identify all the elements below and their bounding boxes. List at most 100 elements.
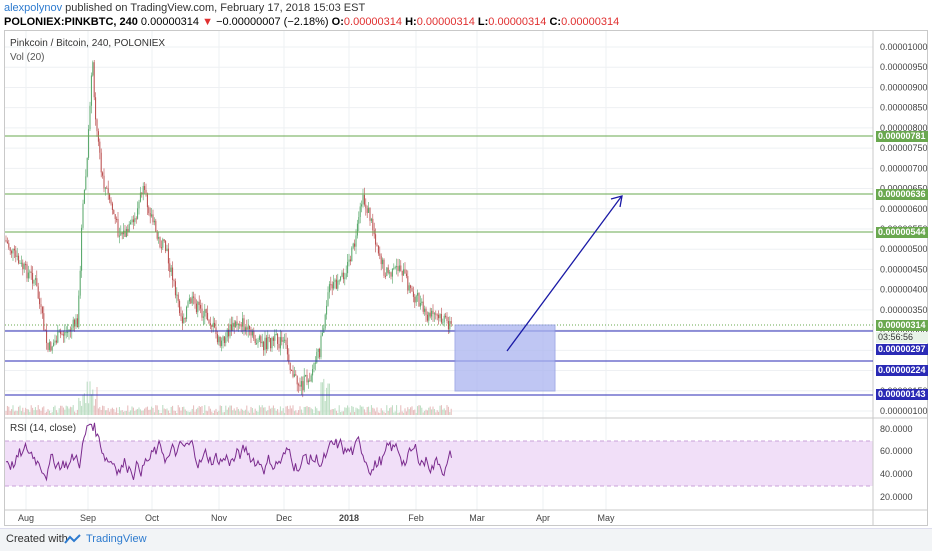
volume-bar — [285, 406, 287, 415]
volume-bar — [370, 405, 372, 415]
candle-body — [237, 324, 239, 326]
volume-bar — [51, 412, 53, 415]
volume-bar — [376, 407, 378, 415]
volume-bar — [155, 405, 157, 415]
volume-bar — [99, 407, 101, 415]
candle-body — [190, 298, 192, 304]
volume-bar — [169, 412, 171, 415]
volume-bar — [296, 412, 298, 415]
candle-body — [118, 235, 120, 237]
volume-bar — [323, 378, 325, 415]
volume-bar — [125, 410, 127, 415]
volume-bar — [264, 407, 266, 415]
candle-body — [79, 270, 81, 296]
candle-body — [16, 255, 18, 257]
volume-bar — [271, 407, 273, 415]
volume-bar — [449, 412, 451, 415]
high-label: H: — [405, 16, 417, 28]
volume-bar — [403, 412, 405, 415]
volume-bar — [207, 411, 209, 415]
candle-body — [131, 219, 133, 223]
candle-body — [160, 247, 162, 249]
time-tick-label: Feb — [408, 513, 424, 523]
candle-body — [170, 267, 172, 272]
candle-body — [264, 337, 266, 351]
volume-bar — [414, 409, 416, 415]
candle-body — [426, 314, 428, 321]
tradingview-link[interactable]: TradingView — [86, 533, 147, 545]
buy-zone-box[interactable] — [454, 324, 556, 392]
candle-body — [152, 214, 154, 223]
volume-bar — [22, 407, 24, 415]
price-tick-label: 0.00000700 — [880, 163, 928, 173]
volume-bar — [25, 407, 27, 415]
candle-body — [235, 321, 237, 327]
author-link[interactable]: alexpolynov — [4, 2, 63, 14]
volume-bar — [435, 412, 437, 415]
price-tick-label: 0.00000600 — [880, 204, 928, 214]
candle-body — [165, 240, 167, 252]
volume-bar — [358, 409, 360, 415]
candle-body — [419, 303, 421, 307]
time-axis[interactable]: Aug Sep Oct Nov Dec 2018 Feb Mar Apr May — [18, 513, 615, 523]
price-tick-label: 0.00000800 — [880, 123, 928, 133]
volume-bar — [167, 410, 169, 415]
candle-body — [379, 253, 381, 256]
volume-bar — [195, 409, 197, 415]
volume-bar — [128, 411, 130, 415]
volume-bar — [191, 408, 193, 415]
candle-body — [410, 285, 412, 288]
candle-body — [135, 218, 137, 220]
volume-bar — [162, 405, 164, 415]
volume-bar — [173, 410, 175, 415]
candle-body — [75, 318, 77, 327]
candle-body — [194, 297, 196, 304]
volume-bar — [120, 410, 122, 415]
volume-bar — [268, 405, 270, 415]
volume-bar — [100, 409, 102, 415]
low-label: L: — [477, 16, 489, 28]
candle-body — [146, 193, 148, 208]
volume-bar — [68, 408, 70, 415]
candle-body — [23, 264, 25, 270]
candle-body — [387, 267, 389, 273]
candle-body — [368, 207, 370, 213]
candle-body — [33, 279, 35, 284]
volume-bar — [239, 411, 241, 415]
volume-bar — [198, 406, 200, 415]
volume-bar — [424, 410, 426, 415]
time-tick-label: Dec — [276, 513, 293, 523]
volume-bar — [316, 408, 318, 415]
volume-bar — [187, 411, 189, 415]
candle-body — [296, 375, 298, 385]
volume-bar — [183, 406, 185, 415]
time-tick-label: 2018 — [339, 513, 359, 523]
candle-body — [320, 335, 322, 358]
volume-bar — [44, 412, 46, 415]
candle-body — [183, 318, 185, 324]
projection-arrow[interactable] — [506, 196, 622, 352]
volume-bar — [114, 412, 116, 415]
candle-body — [9, 247, 11, 251]
volume-bar — [351, 405, 353, 415]
price-tick-label: 0.00000650 — [880, 184, 928, 194]
candle-body — [390, 272, 392, 277]
volume-bar — [439, 405, 441, 415]
candle-body — [363, 194, 365, 205]
volume-bar — [310, 408, 312, 415]
candle-body — [230, 324, 232, 331]
candle-body — [44, 329, 46, 331]
volume-bar — [284, 412, 286, 415]
candle-body — [405, 273, 407, 277]
candle-body — [309, 380, 311, 382]
candle-body — [57, 331, 59, 343]
candle-body — [159, 237, 161, 248]
chart-frame[interactable] — [4, 30, 928, 526]
volume-bar — [75, 412, 77, 415]
volume-bar — [188, 412, 190, 415]
candle-body — [433, 313, 435, 315]
volume-bar — [215, 408, 217, 415]
rsi-axis[interactable]: 80.0000 60.0000 40.0000 20.0000 — [880, 424, 913, 502]
volume-bar — [354, 411, 356, 415]
